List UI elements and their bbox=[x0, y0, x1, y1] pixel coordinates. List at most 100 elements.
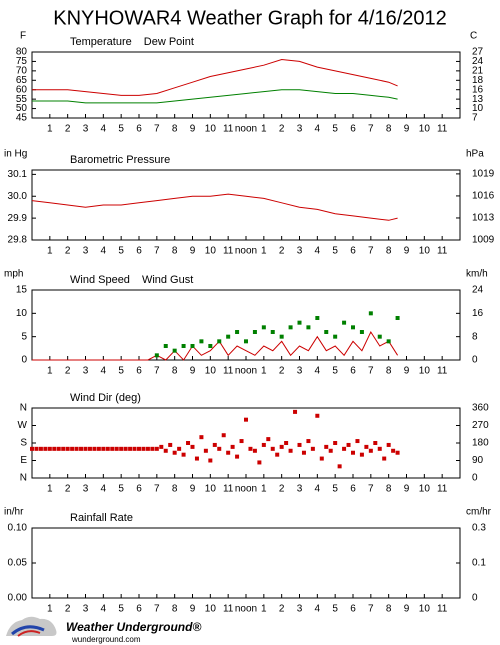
x-tick-label: 6 bbox=[350, 124, 356, 135]
x-tick-label: 10 bbox=[205, 246, 217, 257]
x-tick-label: 10 bbox=[419, 246, 431, 257]
x-tick-label: 5 bbox=[332, 484, 338, 495]
logo-url: wunderground.com bbox=[71, 635, 141, 644]
data-point bbox=[105, 446, 110, 451]
data-point bbox=[110, 446, 115, 451]
x-tick-label: 6 bbox=[136, 604, 142, 615]
y2-tick-label: 18 bbox=[472, 75, 484, 86]
x-tick-label: 10 bbox=[419, 366, 431, 377]
x-tick-label: 6 bbox=[350, 246, 356, 257]
x-tick-label: 7 bbox=[368, 124, 374, 135]
logo-name: Weather Underground® bbox=[66, 620, 201, 634]
data-point bbox=[351, 450, 355, 455]
data-point bbox=[248, 446, 253, 451]
x-tick-label: 5 bbox=[118, 604, 124, 615]
x-tick-label: 1 bbox=[47, 246, 53, 257]
x-tick-label: noon bbox=[235, 366, 257, 377]
data-point bbox=[368, 311, 373, 316]
x-tick-label: 3 bbox=[83, 124, 89, 135]
y2-axis-label: cm/hr bbox=[466, 507, 492, 518]
x-tick-label: 6 bbox=[136, 124, 142, 135]
y-tick-label: S bbox=[20, 438, 27, 449]
data-line bbox=[32, 58, 398, 96]
data-point bbox=[244, 417, 248, 422]
x-tick-label: 2 bbox=[65, 484, 71, 495]
x-tick-label: 9 bbox=[190, 484, 196, 495]
data-point bbox=[324, 330, 329, 334]
x-tick-label: 4 bbox=[315, 604, 321, 615]
y2-tick-label: 13 bbox=[472, 94, 484, 105]
y-tick-label: 29.9 bbox=[8, 213, 28, 224]
data-point bbox=[270, 446, 275, 451]
y2-tick-label: 0.3 bbox=[472, 523, 486, 534]
data-point bbox=[368, 448, 373, 453]
x-tick-label: 9 bbox=[404, 366, 410, 377]
data-point bbox=[279, 444, 284, 449]
y-tick-label: 80 bbox=[16, 47, 28, 58]
y-tick-label: 30.0 bbox=[8, 191, 28, 202]
data-point bbox=[181, 452, 186, 457]
data-point bbox=[43, 446, 48, 451]
data-point bbox=[203, 448, 208, 453]
legend-entry: Rainfall Rate bbox=[70, 512, 133, 524]
x-tick-label: 3 bbox=[83, 484, 89, 495]
data-point bbox=[284, 441, 289, 445]
logo-arc bbox=[11, 625, 45, 636]
x-tick-label: 1 bbox=[47, 124, 53, 135]
x-tick-label: 10 bbox=[419, 124, 431, 135]
y2-tick-label: 0 bbox=[472, 593, 478, 604]
x-tick-label: 11 bbox=[437, 604, 448, 615]
x-tick-label: 1 bbox=[261, 484, 267, 495]
x-tick-label: 11 bbox=[223, 124, 234, 135]
data-point bbox=[324, 444, 329, 449]
y2-tick-label: 27 bbox=[472, 47, 484, 58]
y-tick-label: 75 bbox=[16, 56, 28, 67]
x-tick-label: 9 bbox=[404, 604, 410, 615]
y-axis-label: in Hg bbox=[4, 149, 27, 160]
data-point bbox=[333, 334, 338, 339]
x-tick-label: 11 bbox=[437, 484, 448, 495]
x-tick-label: 3 bbox=[83, 246, 89, 257]
x-tick-label: 2 bbox=[279, 124, 285, 135]
data-point bbox=[382, 456, 387, 461]
x-tick-label: 11 bbox=[437, 124, 448, 135]
data-point bbox=[252, 448, 257, 453]
x-tick-label: 7 bbox=[154, 124, 160, 135]
data-point bbox=[391, 448, 396, 453]
x-tick-label: noon bbox=[235, 484, 257, 495]
data-point bbox=[346, 442, 351, 447]
data-point bbox=[132, 446, 137, 451]
x-tick-label: 9 bbox=[190, 366, 196, 377]
data-point bbox=[145, 446, 150, 451]
data-point bbox=[239, 439, 244, 444]
data-point bbox=[168, 442, 173, 447]
y2-axis-label: C bbox=[470, 31, 477, 42]
x-tick-label: 2 bbox=[279, 604, 285, 615]
x-tick-label: 4 bbox=[101, 366, 107, 377]
data-point bbox=[293, 409, 298, 414]
y2-tick-label: 1013 bbox=[472, 213, 495, 224]
x-tick-label: 11 bbox=[437, 366, 448, 377]
y-axis-label: mph bbox=[4, 269, 23, 280]
x-tick-label: 1 bbox=[261, 124, 267, 135]
x-tick-label: 4 bbox=[315, 484, 321, 495]
x-tick-label: 4 bbox=[315, 124, 321, 135]
data-point bbox=[30, 446, 34, 451]
x-tick-label: 7 bbox=[154, 484, 160, 495]
data-point bbox=[261, 442, 266, 447]
x-tick-label: 4 bbox=[315, 366, 321, 377]
y-tick-label: N bbox=[20, 403, 27, 414]
x-tick-label: 8 bbox=[172, 246, 178, 257]
data-point bbox=[154, 353, 159, 358]
data-point bbox=[297, 320, 302, 325]
data-point bbox=[395, 450, 400, 455]
y-tick-label: 0.00 bbox=[8, 593, 28, 604]
chart-title: KNYHOWAR4 Weather Graph for 4/16/2012 bbox=[53, 7, 447, 29]
data-point bbox=[288, 448, 293, 453]
x-tick-label: 4 bbox=[101, 124, 107, 135]
data-point bbox=[208, 458, 213, 463]
y2-tick-label: 0 bbox=[472, 355, 478, 366]
data-point bbox=[288, 325, 293, 330]
data-point bbox=[159, 444, 164, 449]
y-tick-label: N bbox=[20, 473, 27, 484]
